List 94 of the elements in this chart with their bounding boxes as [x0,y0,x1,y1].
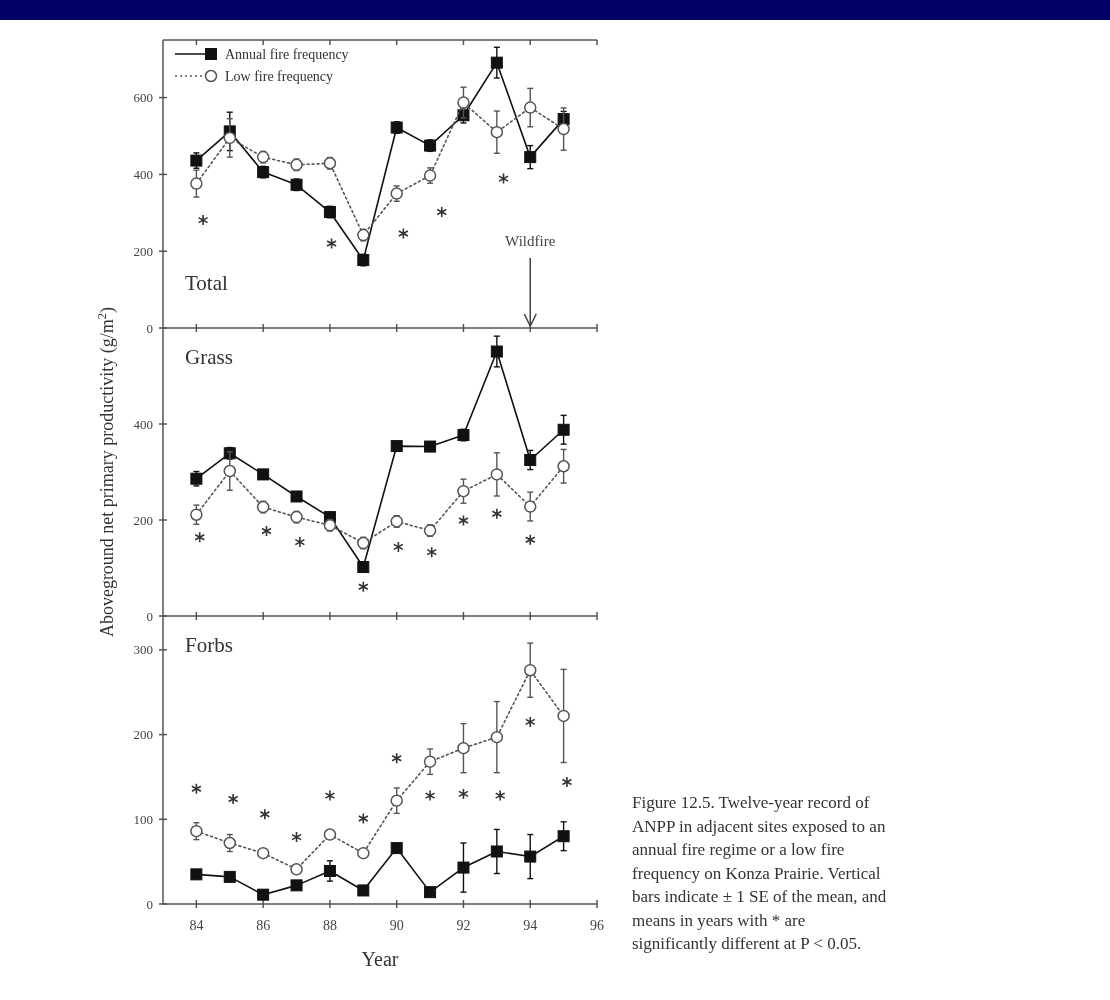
point [259,808,271,821]
point [358,580,369,593]
point [524,533,536,546]
point [290,879,303,892]
y-tick-label: 100 [133,811,153,827]
point [324,789,336,802]
ref-line-label: Wildfire [505,233,556,249]
point [557,709,570,723]
text: Total [185,271,229,295]
y-tick-label: 400 [133,166,153,182]
point [357,846,370,860]
point [523,500,537,513]
point [457,484,470,498]
point [523,663,537,677]
point [457,741,470,755]
x-axis-title: Year [361,948,399,970]
point [458,514,469,527]
point [494,789,506,802]
point [261,525,272,537]
point [190,508,203,521]
point [498,172,509,185]
point [490,125,504,139]
point [223,131,237,145]
point [524,850,537,863]
point [557,122,570,136]
x-tick-label: 86 [256,918,271,933]
x-tick-label: 90 [389,918,404,933]
point [457,96,470,109]
point [291,831,302,843]
point [490,56,503,69]
point [424,789,436,802]
point [223,870,236,883]
caption: Figure 12.5. Twelve-year record of ANPP in adjacent sites exposed to an annual fire regime or a low fire frequency on Konza Prairie. Vertical bars indicate ± 1 SE of the mean, and means in years with * are significantly different at P < 0.05. [632,793,887,953]
point [391,752,402,765]
point [390,794,403,807]
point [194,531,206,544]
point [294,536,306,548]
point [323,828,337,841]
point [197,214,209,226]
point [557,830,570,843]
y-tick-label: 0 [146,320,153,336]
x-tick-label: 88 [322,918,337,933]
y-tick-label: 0 [146,896,153,912]
point [561,776,573,788]
point [326,237,337,250]
point [290,490,303,503]
point [190,177,203,190]
y-tick-label: 200 [133,512,153,528]
point [390,440,403,453]
point [436,206,448,218]
point [257,888,270,901]
x-tick-label: 94 [523,918,538,933]
point [490,345,503,358]
point [390,842,403,855]
point [223,464,237,478]
text: Grass [185,345,233,369]
legend-label: Annual fire frequency [225,46,349,62]
point [491,507,503,520]
point [458,788,469,800]
y-tick-label: 300 [133,642,153,658]
point [423,755,437,768]
point [393,541,404,553]
point [524,716,536,728]
point [490,845,503,858]
point [524,454,537,466]
point [358,812,369,825]
x-tick-label: 92 [456,918,471,933]
point [424,886,437,899]
x-tick-label: 84 [189,918,204,933]
point [357,884,370,897]
point [490,468,504,481]
point [227,793,239,805]
point [490,730,504,744]
point [256,846,270,860]
y-tick-label: 600 [133,90,153,106]
y-tick-label: 200 [133,243,153,259]
point [323,864,336,877]
point [357,561,370,574]
point [557,423,570,436]
x-tick-label: 96 [590,918,604,933]
point [524,151,537,164]
point [426,546,438,558]
legend-label: Low fire frequency [225,68,334,84]
y-tick-label: 200 [133,727,153,743]
text: Forbs [185,633,233,657]
point [523,101,537,114]
point [290,863,303,876]
y-tick-label: 0 [146,608,153,624]
point [457,861,470,874]
point [191,783,202,795]
point [190,868,203,881]
point [398,227,409,240]
y-tick-label: 400 [133,416,153,432]
point [557,459,570,473]
